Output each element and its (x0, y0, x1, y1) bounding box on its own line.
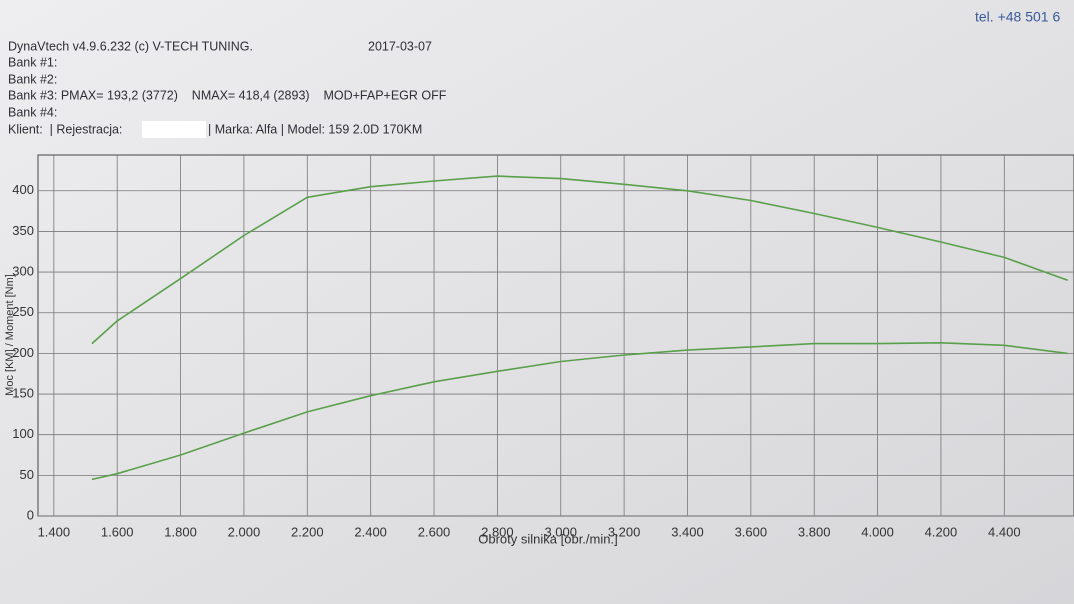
y-tick-label: 100 (12, 426, 34, 441)
curve (91, 175, 1068, 345)
x-tick-label: 2.400 (354, 524, 387, 539)
x-tick-label: 3.000 (544, 524, 577, 539)
vehicle: | Marka: Alfa | Model: 159 2.0D 170KM (208, 122, 422, 136)
client: Klient: | Rejestracja: (8, 122, 122, 136)
x-tick-label: 1.600 (101, 524, 134, 539)
phone: tel. +48 501 6 (975, 9, 1060, 25)
bank: Bank #2: (8, 72, 57, 86)
x-tick-label: 2.600 (418, 524, 451, 539)
y-tick-label: 350 (12, 223, 34, 238)
x-tick-label: 2.200 (291, 524, 324, 539)
y-tick-label: 400 (12, 182, 34, 197)
x-tick-label: 3.600 (735, 524, 768, 539)
y-tick-label: 300 (12, 264, 34, 279)
x-tick-label: 4.400 (988, 524, 1021, 539)
x-tick-label: 2.800 (481, 524, 514, 539)
x-tick-label: 1.800 (164, 524, 197, 539)
software: DynaVtech v4.9.6.232 (c) V-TECH TUNING. (8, 39, 253, 53)
x-tick-label: 4.000 (861, 524, 894, 539)
bank: Bank #4: (8, 105, 57, 119)
y-tick-label: 150 (12, 385, 34, 400)
date: 2017-03-07 (368, 39, 432, 53)
bank: Bank #3: PMAX= 193,2 (3772) NMAX= 418,4 … (8, 88, 447, 102)
y-tick-label: 250 (12, 304, 34, 319)
x-tick-label: 3.400 (671, 524, 704, 539)
curve (91, 342, 1068, 481)
y-tick-label: 50 (20, 467, 34, 482)
x-tick-label: 3.200 (608, 524, 641, 539)
bank: Bank #1: (8, 55, 57, 69)
x-tick-label: 1.400 (38, 524, 71, 539)
y-tick-label: 0 (27, 507, 34, 522)
y-axis-label: Moc [KM] / Moment [Nm] (4, 274, 16, 396)
x-tick-label: 3.800 (798, 524, 831, 539)
redaction (142, 121, 206, 138)
x-tick-label: 2.000 (228, 524, 261, 539)
x-tick-label: 4.200 (925, 524, 958, 539)
x-axis-label: Obroty silnika [obr./min.] (478, 531, 617, 546)
y-tick-label: 200 (12, 345, 34, 360)
